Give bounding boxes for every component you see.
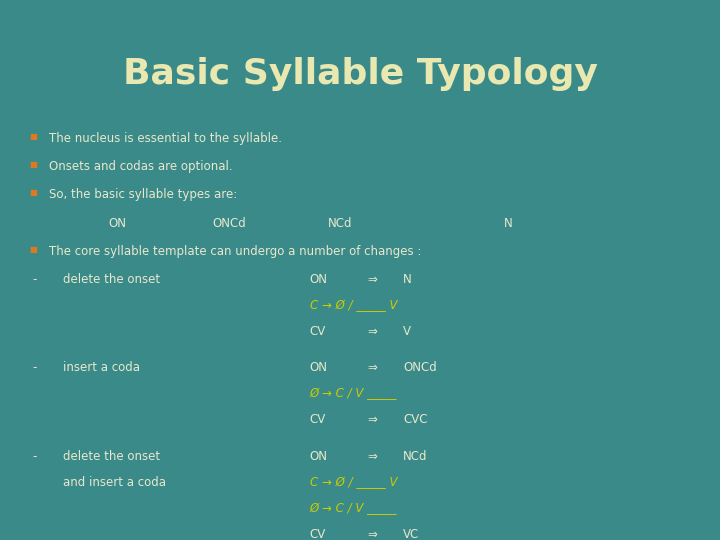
- Text: ⇒: ⇒: [367, 361, 377, 374]
- Text: NCd: NCd: [328, 217, 352, 230]
- Text: delete the onset: delete the onset: [63, 450, 161, 463]
- Text: ⇒: ⇒: [367, 325, 377, 338]
- Text: CV: CV: [310, 413, 326, 426]
- Text: N: N: [504, 217, 513, 230]
- Text: V: V: [403, 325, 411, 338]
- Text: insert a coda: insert a coda: [63, 361, 140, 374]
- Text: C → Ø / _____ V: C → Ø / _____ V: [310, 476, 397, 489]
- Text: ON: ON: [310, 273, 328, 286]
- Text: Ø → C / V _____: Ø → C / V _____: [310, 387, 397, 400]
- Text: Onsets and codas are optional.: Onsets and codas are optional.: [49, 160, 233, 173]
- Text: C → Ø / _____ V: C → Ø / _____ V: [310, 299, 397, 312]
- Text: ONCd: ONCd: [212, 217, 246, 230]
- Text: So, the basic syllable types are:: So, the basic syllable types are:: [49, 188, 237, 201]
- Text: -: -: [32, 361, 37, 374]
- Text: VC: VC: [403, 528, 420, 540]
- Text: ⇒: ⇒: [367, 413, 377, 426]
- Text: The core syllable template can undergo a number of changes :: The core syllable template can undergo a…: [49, 245, 421, 258]
- Text: The nucleus is essential to the syllable.: The nucleus is essential to the syllable…: [49, 132, 282, 145]
- Text: ⇒: ⇒: [367, 450, 377, 463]
- Text: ON: ON: [310, 361, 328, 374]
- Text: ⇒: ⇒: [367, 528, 377, 540]
- Text: ONCd: ONCd: [403, 361, 437, 374]
- Text: -: -: [32, 450, 37, 463]
- Text: N: N: [403, 273, 412, 286]
- Text: ■: ■: [29, 188, 37, 198]
- Text: NCd: NCd: [403, 450, 428, 463]
- Text: Ø → C / V _____: Ø → C / V _____: [310, 502, 397, 515]
- Text: and insert a coda: and insert a coda: [63, 476, 166, 489]
- Text: ON: ON: [310, 450, 328, 463]
- Text: CV: CV: [310, 528, 326, 540]
- Text: Basic Syllable Typology: Basic Syllable Typology: [122, 57, 598, 91]
- Text: CVC: CVC: [403, 413, 428, 426]
- Text: ⇒: ⇒: [367, 273, 377, 286]
- Text: delete the onset: delete the onset: [63, 273, 161, 286]
- Text: ■: ■: [29, 132, 37, 141]
- Text: ■: ■: [29, 245, 37, 254]
- Text: CV: CV: [310, 325, 326, 338]
- Text: ON: ON: [108, 217, 126, 230]
- Text: -: -: [32, 273, 37, 286]
- Text: ■: ■: [29, 160, 37, 170]
